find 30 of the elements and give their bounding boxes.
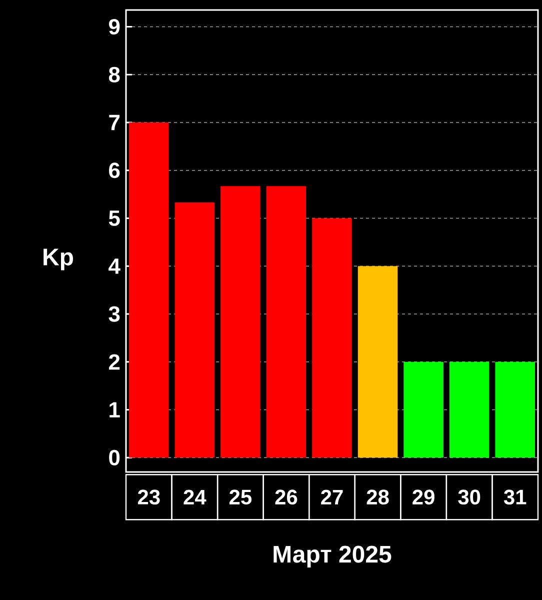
bar [174, 202, 215, 458]
y-tick-label: 7 [109, 114, 120, 130]
bar [449, 362, 490, 458]
x-tick-label: 30 [458, 490, 480, 505]
x-axis-title: Март 2025 [274, 546, 392, 568]
bar [266, 186, 306, 458]
bar [404, 362, 444, 458]
y-axis-title: Kp [44, 248, 74, 270]
y-tick-label: 2 [109, 354, 120, 370]
y-tick-label: 8 [108, 66, 120, 82]
x-tick-label: 25 [229, 490, 252, 505]
y-tick-label: 6 [109, 162, 120, 178]
y-tick-label: 0 [109, 450, 120, 466]
x-tick-label: 27 [321, 490, 343, 504]
x-tick-label: 29 [412, 490, 434, 505]
y-tick-label: 4 [108, 258, 120, 274]
y-tick-label: 9 [109, 18, 120, 35]
x-tick-label: 23 [138, 490, 160, 505]
x-tick-label: 26 [275, 490, 298, 505]
x-tick-label: 31 [504, 490, 526, 505]
x-tick-label: 24 [184, 490, 206, 504]
y-tick-label: 5 [108, 210, 120, 226]
bar [220, 186, 260, 458]
bar [129, 122, 169, 458]
x-tick-label: 28 [366, 490, 389, 505]
bar [312, 218, 352, 458]
y-tick-label: 3 [108, 306, 120, 322]
bar [358, 266, 398, 458]
y-tick-label: 1 [110, 402, 120, 418]
bar [495, 362, 535, 458]
